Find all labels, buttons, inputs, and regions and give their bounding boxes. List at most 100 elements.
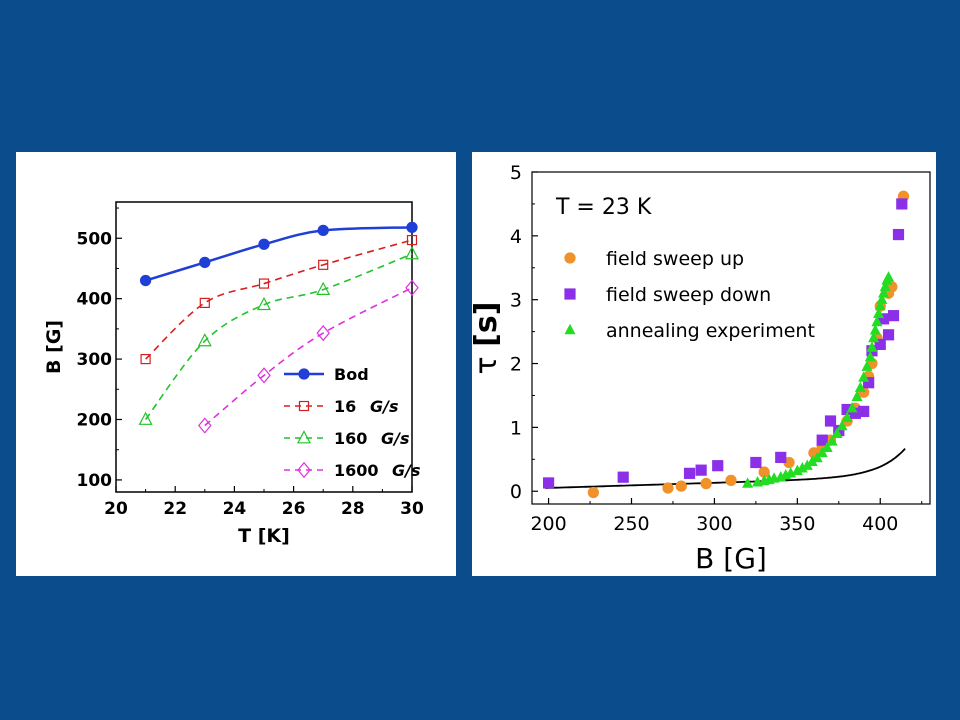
- x-tick-label: 250: [613, 513, 649, 535]
- data-point: [406, 221, 418, 234]
- data-point: [617, 471, 629, 483]
- data-point: [854, 381, 866, 392]
- legend-label: Bod: [334, 365, 369, 384]
- data-point: [841, 411, 853, 423]
- y-axis-label: B [G]: [43, 320, 65, 374]
- data-point: [683, 467, 696, 479]
- data-point: [826, 435, 838, 446]
- series-3: [198, 279, 419, 434]
- y-tick-label: 2: [510, 354, 522, 376]
- series-line: [145, 239, 413, 360]
- x-tick-label: 200: [530, 513, 566, 535]
- data-point: [257, 367, 271, 384]
- legend-marker: [297, 430, 311, 444]
- data-point: [876, 293, 888, 304]
- data-point: [750, 456, 762, 469]
- data-point: [318, 259, 329, 270]
- data-point: [662, 482, 674, 494]
- data-point: [406, 234, 418, 246]
- y-tick-label: 200: [77, 411, 113, 431]
- y-tick-label: 5: [510, 162, 522, 184]
- series-1: [140, 234, 418, 365]
- series-2: [138, 246, 419, 425]
- legend-unit: G/s: [370, 397, 399, 416]
- data-point: [824, 415, 837, 427]
- data-point: [896, 198, 908, 210]
- series-0: [587, 190, 910, 499]
- data-point: [821, 441, 833, 453]
- data-point: [675, 480, 687, 492]
- x-tick-label: 28: [341, 499, 365, 519]
- data-point: [873, 307, 885, 318]
- data-point: [140, 353, 151, 365]
- data-point: [866, 341, 878, 352]
- data-point: [869, 324, 881, 335]
- x-tick-label: 300: [696, 513, 732, 535]
- legend-marker: [564, 288, 576, 300]
- legend-label: 16: [334, 397, 356, 416]
- tau-vs-bfield-chart: 200 250 300 350 400 0 1 2 3 4 5 B [G] τ [s] T = 23 K f…: [472, 162, 931, 575]
- y-tick-label: 400: [77, 290, 113, 310]
- data-point: [405, 279, 419, 296]
- data-point: [816, 434, 828, 446]
- y-tick-label: 500: [77, 229, 113, 249]
- series-line: [145, 226, 413, 282]
- series-0: [139, 221, 418, 287]
- legend-unit: G/s: [392, 461, 421, 480]
- data-point: [871, 315, 883, 327]
- data-point: [138, 411, 153, 425]
- y-tick-label: 3: [510, 290, 522, 312]
- data-point: [742, 477, 754, 488]
- y-tick-label: 100: [77, 471, 113, 491]
- x-axis-label: T [K]: [238, 525, 290, 547]
- data-point: [879, 280, 891, 292]
- data-point: [712, 460, 724, 472]
- legend: field sweep up field sweep down annealing …: [564, 248, 815, 342]
- x-tick-label: 26: [282, 499, 306, 519]
- data-point: [878, 287, 890, 298]
- data-point: [198, 417, 212, 434]
- legend-marker: [564, 323, 576, 335]
- data-point: [775, 451, 787, 463]
- data-point: [700, 477, 712, 490]
- data-point: [542, 477, 555, 489]
- x-tick-label: 24: [223, 499, 247, 519]
- legend-marker: [564, 252, 576, 264]
- data-point: [258, 238, 270, 250]
- y-axis-label: τ [s]: [472, 302, 504, 375]
- data-point: [695, 464, 707, 476]
- data-point: [864, 350, 876, 362]
- data-point: [725, 474, 737, 487]
- data-point: [874, 338, 886, 350]
- x-axis-label: B [G]: [695, 542, 767, 575]
- data-point: [139, 274, 152, 287]
- data-point: [316, 281, 331, 296]
- data-point: [863, 377, 875, 389]
- data-point: [858, 371, 870, 382]
- series-1: [542, 198, 908, 489]
- x-tick-label: 350: [779, 513, 815, 535]
- data-point: [887, 310, 900, 322]
- legend-marker: [298, 400, 310, 412]
- y-tick-label: 1: [510, 417, 522, 439]
- data-point: [316, 324, 330, 342]
- legend-label: 160: [334, 429, 367, 448]
- y-axis-symbol: τ: [472, 347, 504, 375]
- fit-curve: [545, 448, 906, 489]
- data-point: [831, 427, 843, 438]
- data-point: [846, 401, 858, 413]
- data-point: [816, 446, 828, 458]
- data-point: [883, 271, 895, 282]
- data-point: [861, 360, 873, 371]
- legend-marker: [298, 368, 310, 380]
- y-tick-label: 300: [77, 350, 113, 370]
- data-point: [197, 333, 212, 347]
- temperature-annotation: T = 23 K: [555, 195, 652, 220]
- bfield-vs-temperature-chart: 20 22 24 26 28 30 100 200 300 400 500 T [K] B [G] Bod…: [43, 201, 424, 547]
- series-2: [742, 271, 895, 488]
- legend-label: 1600: [334, 461, 379, 480]
- data-point: [405, 246, 419, 260]
- legend-marker: [297, 461, 311, 479]
- data-point: [258, 278, 270, 289]
